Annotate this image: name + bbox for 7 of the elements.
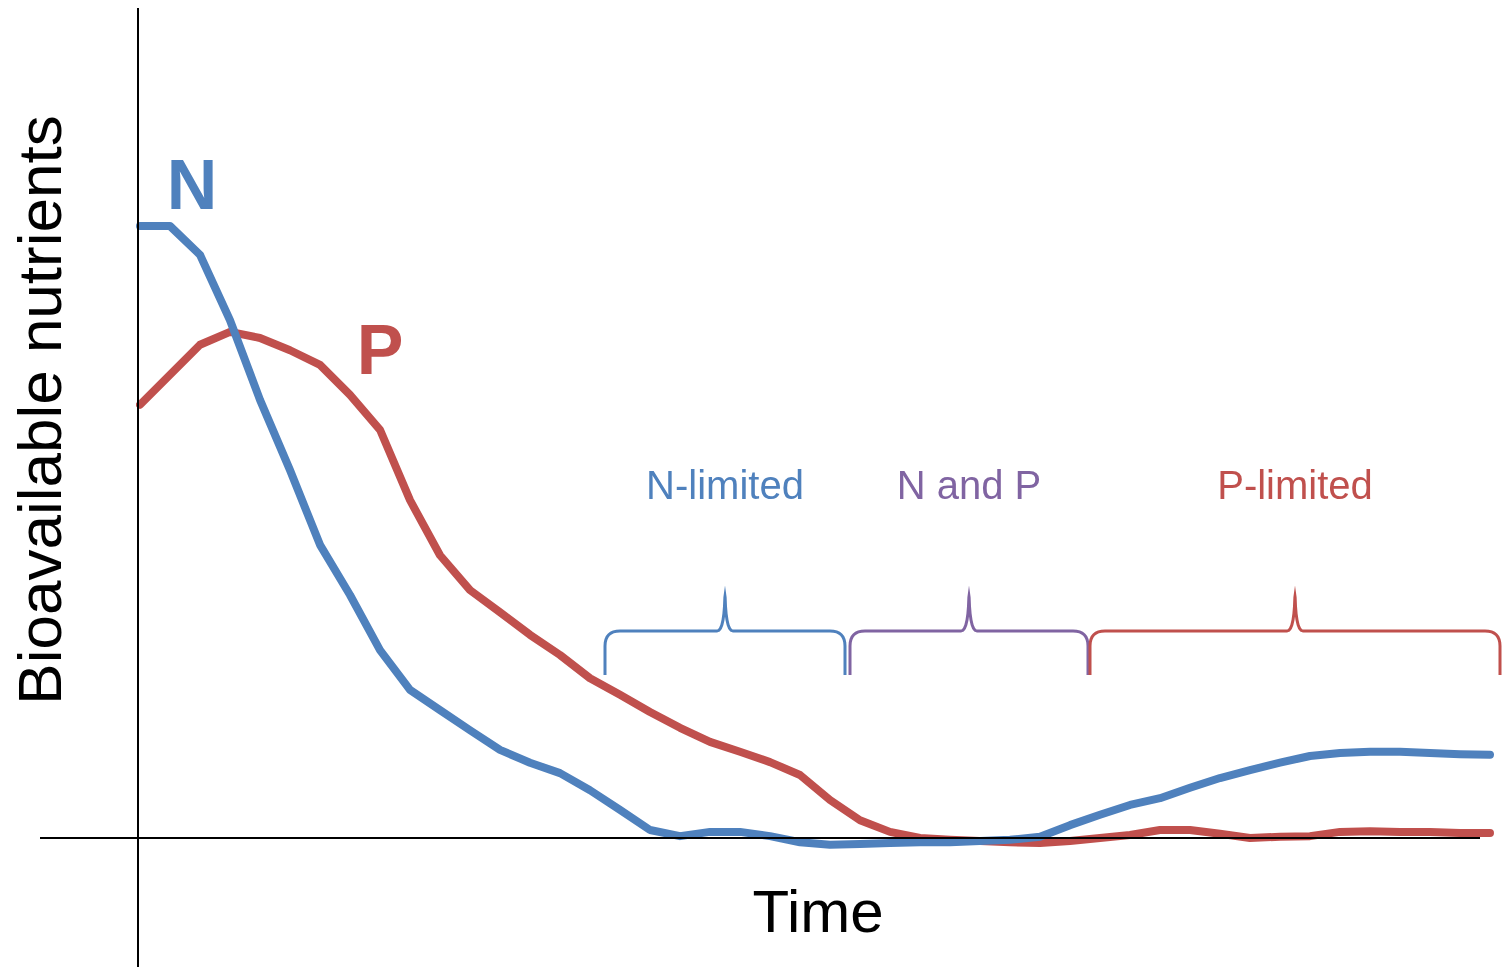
annotation: N and P (896, 463, 1042, 508)
series-label: P (356, 311, 404, 390)
series-label: N (166, 146, 218, 225)
annotation: N-limited (646, 463, 804, 508)
y-axis-title: Bioavailable nutrients (5, 115, 75, 705)
x-axis-title: Time (752, 877, 884, 945)
annotation: P-limited (1217, 463, 1373, 508)
